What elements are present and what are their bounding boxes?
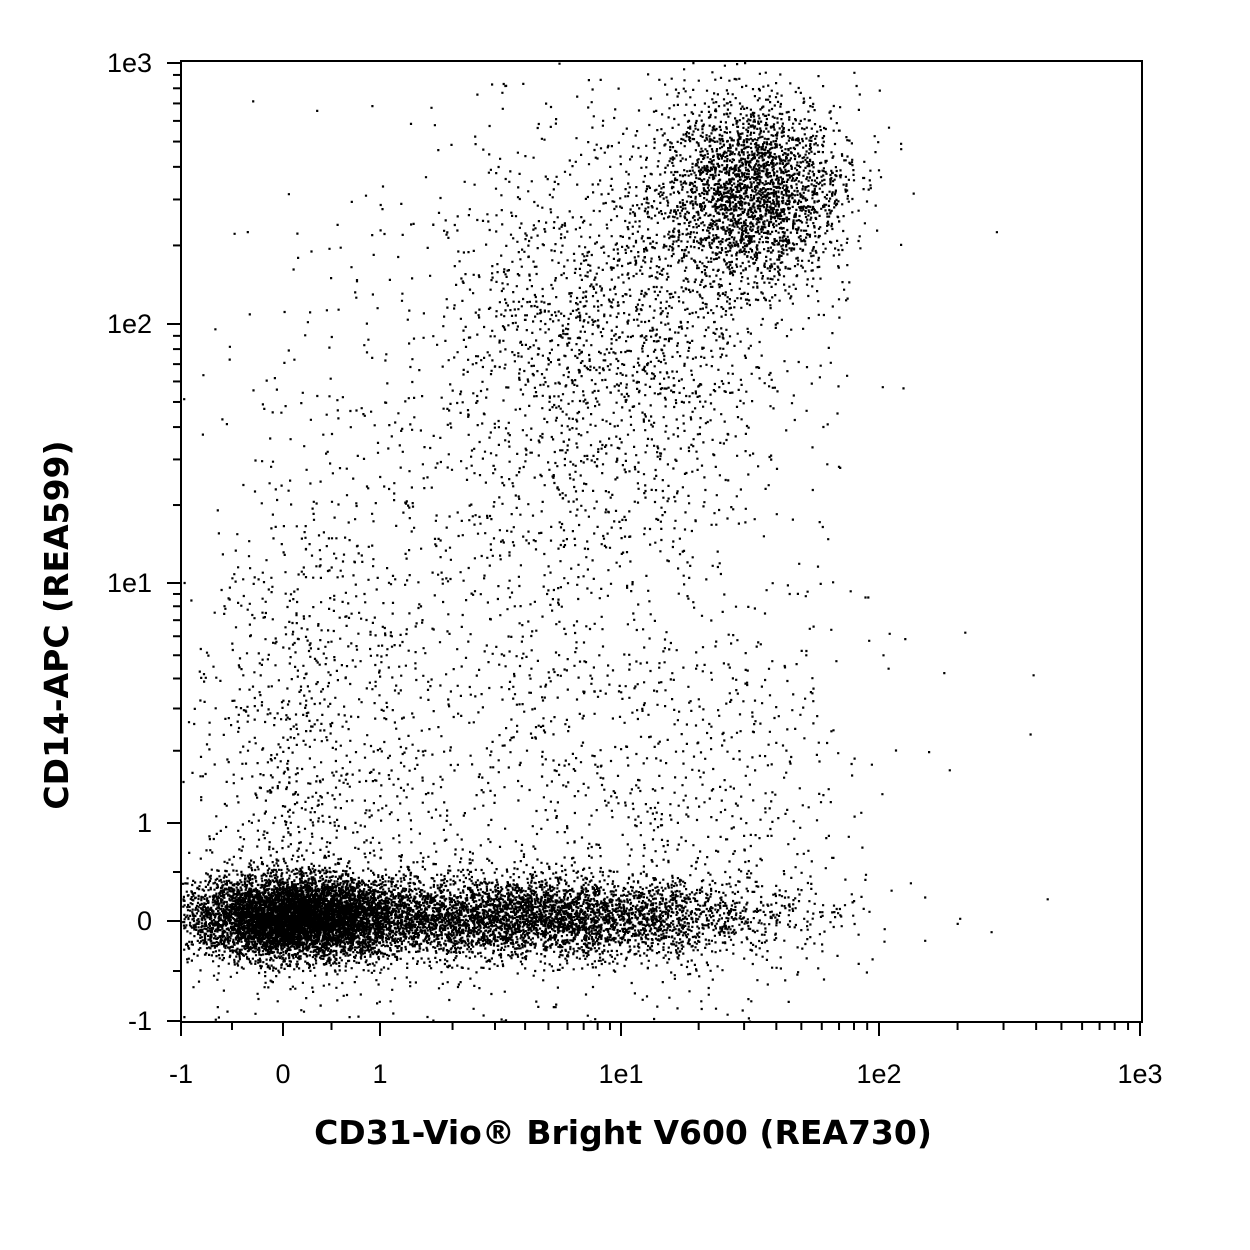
x-tick-label: 1 [372, 1059, 387, 1089]
y-tick-label: 1e3 [107, 48, 152, 78]
y-axis-title: CD14-APC (REA599) [37, 440, 76, 809]
y-tick-label: -1 [128, 1006, 152, 1036]
x-axis-ticks [180, 1022, 1141, 1036]
x-tick-label: 1e2 [856, 1059, 901, 1089]
x-axis-tick-labels: -1 0 1 1e1 1e2 1e3 [169, 1059, 1163, 1089]
scatter-points [182, 62, 1049, 1023]
y-tick-label: 1 [137, 808, 152, 838]
x-tick-label: -1 [169, 1059, 193, 1089]
y-tick-label: 0 [137, 906, 152, 936]
y-tick-label: 1e1 [107, 568, 152, 598]
y-axis-ticks [167, 62, 181, 1022]
x-tick-label: 0 [275, 1059, 290, 1089]
x-axis-title: CD31-Vio® Bright V600 (REA730) [314, 1113, 932, 1152]
event-dots [182, 62, 1049, 1023]
plot-frame [180, 60, 1143, 1023]
y-tick-label: 1e2 [107, 309, 152, 339]
x-tick-label: 1e1 [598, 1059, 643, 1089]
y-axis-tick-labels: -1 0 1 1e1 1e2 1e3 [107, 48, 152, 1036]
x-tick-label: 1e3 [1117, 1059, 1162, 1089]
